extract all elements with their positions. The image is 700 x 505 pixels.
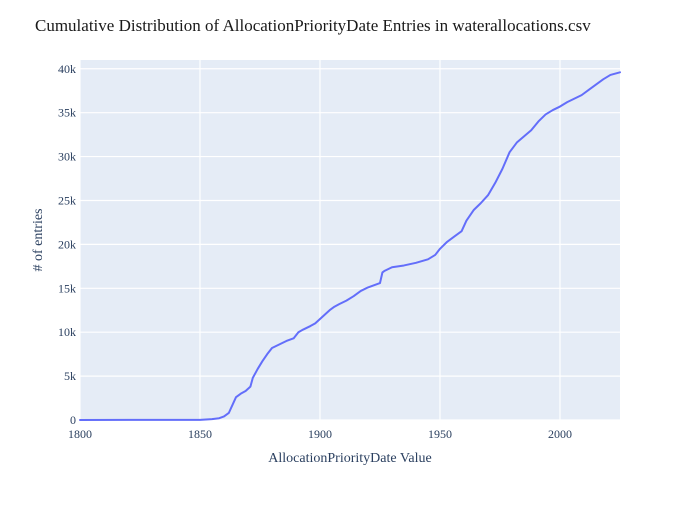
y-tick-label: 15k [58, 281, 76, 295]
y-tick-label: 10k [58, 325, 76, 339]
x-tick-label: 1850 [188, 427, 212, 441]
y-tick-label: 25k [58, 193, 76, 207]
plot-area [80, 60, 620, 420]
y-tick-label: 40k [58, 62, 76, 76]
y-tick-label: 30k [58, 150, 76, 164]
x-axis-title: AllocationPriorityDate Value [268, 451, 431, 466]
x-tick-label: 1800 [68, 427, 92, 441]
y-tick-label: 20k [58, 237, 76, 251]
y-tick-label: 0 [70, 413, 76, 427]
series-layer [79, 71, 621, 421]
x-tick-label: 1950 [428, 427, 452, 441]
chart-title: Cumulative Distribution of AllocationPri… [35, 16, 591, 35]
y-tick-label: 35k [58, 106, 76, 120]
y-axis-title: # of entries [31, 209, 46, 272]
tick-labels: 1800 1850 1900 1950 2000 0 5k 10k 15k 20k 25k 30k 35… [58, 62, 572, 441]
x-tick-label: 1900 [308, 427, 332, 441]
series-line [79, 71, 621, 421]
x-tick-label: 2000 [548, 427, 572, 441]
y-tick-label: 5k [64, 369, 76, 383]
